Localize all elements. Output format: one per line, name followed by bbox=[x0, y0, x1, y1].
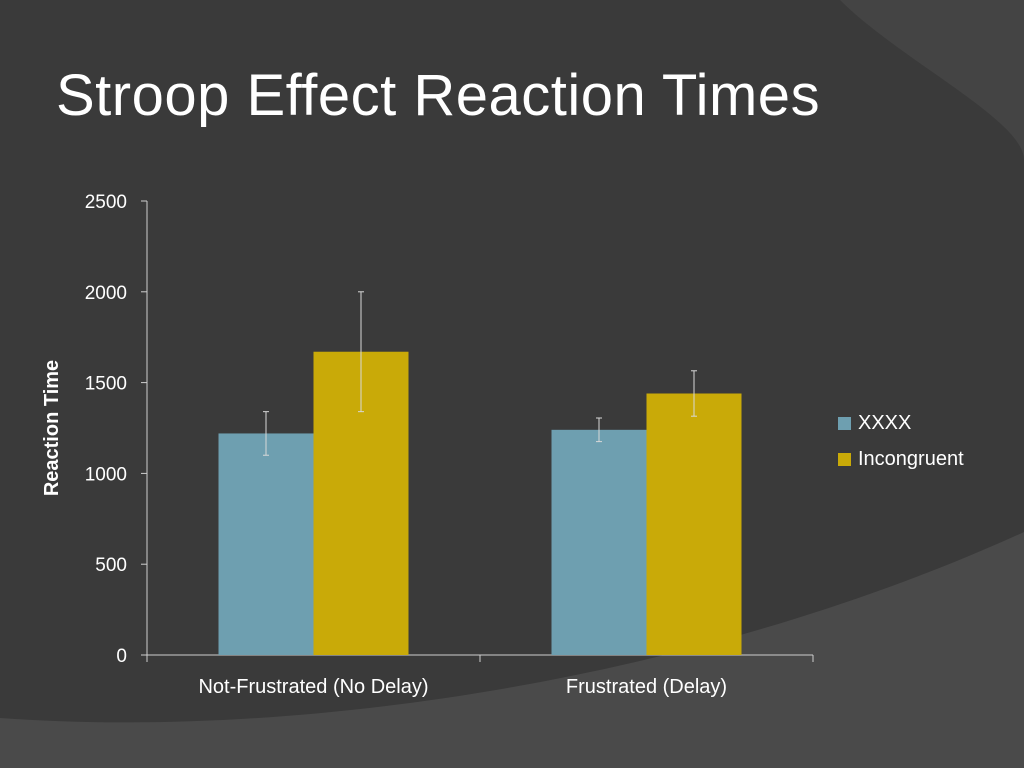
y-tick-label: 500 bbox=[95, 555, 127, 576]
bar-incongruent bbox=[646, 393, 742, 655]
bar-xxxx bbox=[218, 433, 314, 655]
legend-label: Incongruent bbox=[858, 448, 964, 470]
background-curve-band bbox=[0, 532, 1024, 768]
y-tick-label: 1000 bbox=[85, 464, 127, 485]
y-tick-label: 1500 bbox=[85, 374, 127, 395]
legend-label: XXXX bbox=[858, 412, 911, 434]
legend-swatch bbox=[838, 417, 851, 430]
x-category-label: Frustrated (Delay) bbox=[566, 676, 727, 698]
y-tick-labels: 0 500 1000 1500 2000 2500 bbox=[85, 192, 127, 667]
y-tick-label: 2500 bbox=[85, 192, 127, 213]
x-category-label: Not-Frustrated (No Delay) bbox=[198, 676, 428, 698]
chart-error-bars bbox=[263, 291, 697, 456]
y-tick-label: 0 bbox=[116, 646, 127, 667]
x-category-labels: Not-Frustrated (No Delay) Frustrated (Del… bbox=[198, 676, 727, 698]
y-tick-label: 2000 bbox=[85, 283, 127, 304]
y-axis-title: Reaction Time bbox=[41, 360, 63, 496]
bar-xxxx bbox=[551, 429, 647, 655]
legend-swatch bbox=[838, 453, 851, 466]
background-right-band bbox=[840, 0, 1024, 160]
slide-title: Stroop Effect Reaction Times bbox=[56, 63, 821, 128]
chart-bars bbox=[218, 351, 742, 655]
chart-legend: XXXX Incongruent bbox=[838, 412, 964, 470]
